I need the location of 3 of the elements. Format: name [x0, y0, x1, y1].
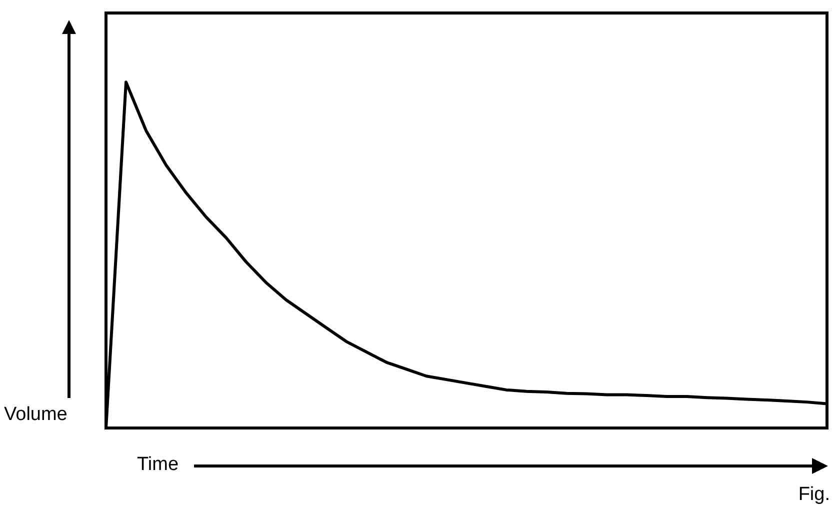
x-axis-title: Time: [137, 454, 179, 476]
y-axis-title: Volume: [4, 404, 68, 426]
text: Fig.: [798, 484, 830, 506]
